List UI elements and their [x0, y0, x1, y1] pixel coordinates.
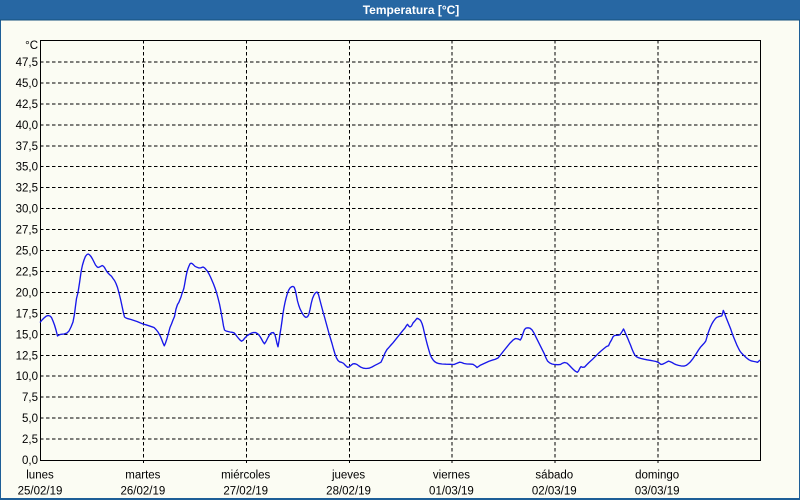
svg-text:01/03/19: 01/03/19 — [429, 486, 474, 498]
svg-text:lunes: lunes — [26, 470, 54, 482]
svg-text:7,5: 7,5 — [22, 392, 38, 404]
svg-text:30,0: 30,0 — [16, 204, 38, 216]
svg-text:26/02/19: 26/02/19 — [120, 486, 165, 498]
svg-text:viernes: viernes — [433, 470, 470, 482]
svg-text:Temperatura [°C]: Temperatura [°C] — [363, 3, 460, 17]
svg-text:32,5: 32,5 — [16, 183, 38, 195]
svg-text:40,0: 40,0 — [16, 120, 38, 132]
svg-text:°C: °C — [25, 40, 38, 52]
svg-text:47,5: 47,5 — [16, 57, 38, 69]
svg-text:25,0: 25,0 — [16, 246, 38, 258]
svg-text:jueves: jueves — [331, 470, 365, 482]
svg-text:15,0: 15,0 — [16, 329, 38, 341]
svg-text:2,5: 2,5 — [22, 434, 38, 446]
svg-text:12,5: 12,5 — [16, 350, 38, 362]
svg-text:27/02/19: 27/02/19 — [223, 486, 268, 498]
svg-text:10,0: 10,0 — [16, 371, 38, 383]
svg-text:25/02/19: 25/02/19 — [18, 486, 63, 498]
svg-text:17,5: 17,5 — [16, 308, 38, 320]
svg-text:02/03/19: 02/03/19 — [532, 486, 577, 498]
svg-text:35,0: 35,0 — [16, 162, 38, 174]
svg-text:domingo: domingo — [635, 470, 679, 482]
svg-text:37,5: 37,5 — [16, 141, 38, 153]
svg-text:42,5: 42,5 — [16, 99, 38, 111]
svg-text:27,5: 27,5 — [16, 225, 38, 237]
svg-text:miércoles: miércoles — [221, 470, 270, 482]
svg-text:03/03/19: 03/03/19 — [635, 486, 680, 498]
svg-text:45,0: 45,0 — [16, 78, 38, 90]
svg-text:22,5: 22,5 — [16, 266, 38, 278]
svg-text:5,0: 5,0 — [22, 413, 38, 425]
svg-text:20,0: 20,0 — [16, 287, 38, 299]
svg-text:28/02/19: 28/02/19 — [326, 486, 371, 498]
svg-text:0,0: 0,0 — [22, 455, 38, 467]
svg-text:sábado: sábado — [535, 470, 573, 482]
svg-text:martes: martes — [125, 470, 160, 482]
